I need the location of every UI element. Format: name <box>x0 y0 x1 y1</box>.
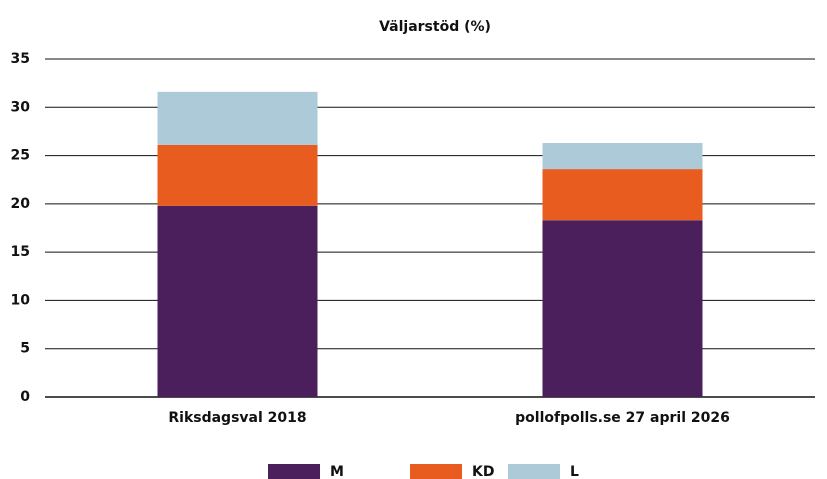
legend-swatch <box>268 464 320 479</box>
y-tick-label: 0 <box>20 389 30 405</box>
y-tick-label: 10 <box>11 292 31 308</box>
legend-swatch <box>410 464 462 479</box>
legend-label: M <box>330 464 344 479</box>
bar-segment <box>542 143 703 170</box>
x-tick-label: pollofpolls.se 27 april 2026 <box>515 410 730 426</box>
legend-label: L <box>570 464 579 479</box>
bar-segment <box>542 169 703 221</box>
y-tick-label: 5 <box>20 341 30 357</box>
bar-segment <box>542 220 703 397</box>
bar-segment <box>157 205 318 397</box>
legend-swatch <box>508 464 560 479</box>
legend-label: KD <box>472 464 494 479</box>
y-tick-label: 30 <box>11 99 31 115</box>
bar-segment <box>157 91 318 145</box>
bar-segment <box>157 144 318 206</box>
chart-title: Väljarstöd (%) <box>379 19 491 35</box>
x-tick-label: Riksdagsval 2018 <box>168 410 306 426</box>
y-tick-label: 35 <box>11 51 30 67</box>
y-tick-label: 15 <box>11 244 30 260</box>
y-tick-label: 25 <box>11 148 30 164</box>
y-tick-label: 20 <box>11 196 31 212</box>
